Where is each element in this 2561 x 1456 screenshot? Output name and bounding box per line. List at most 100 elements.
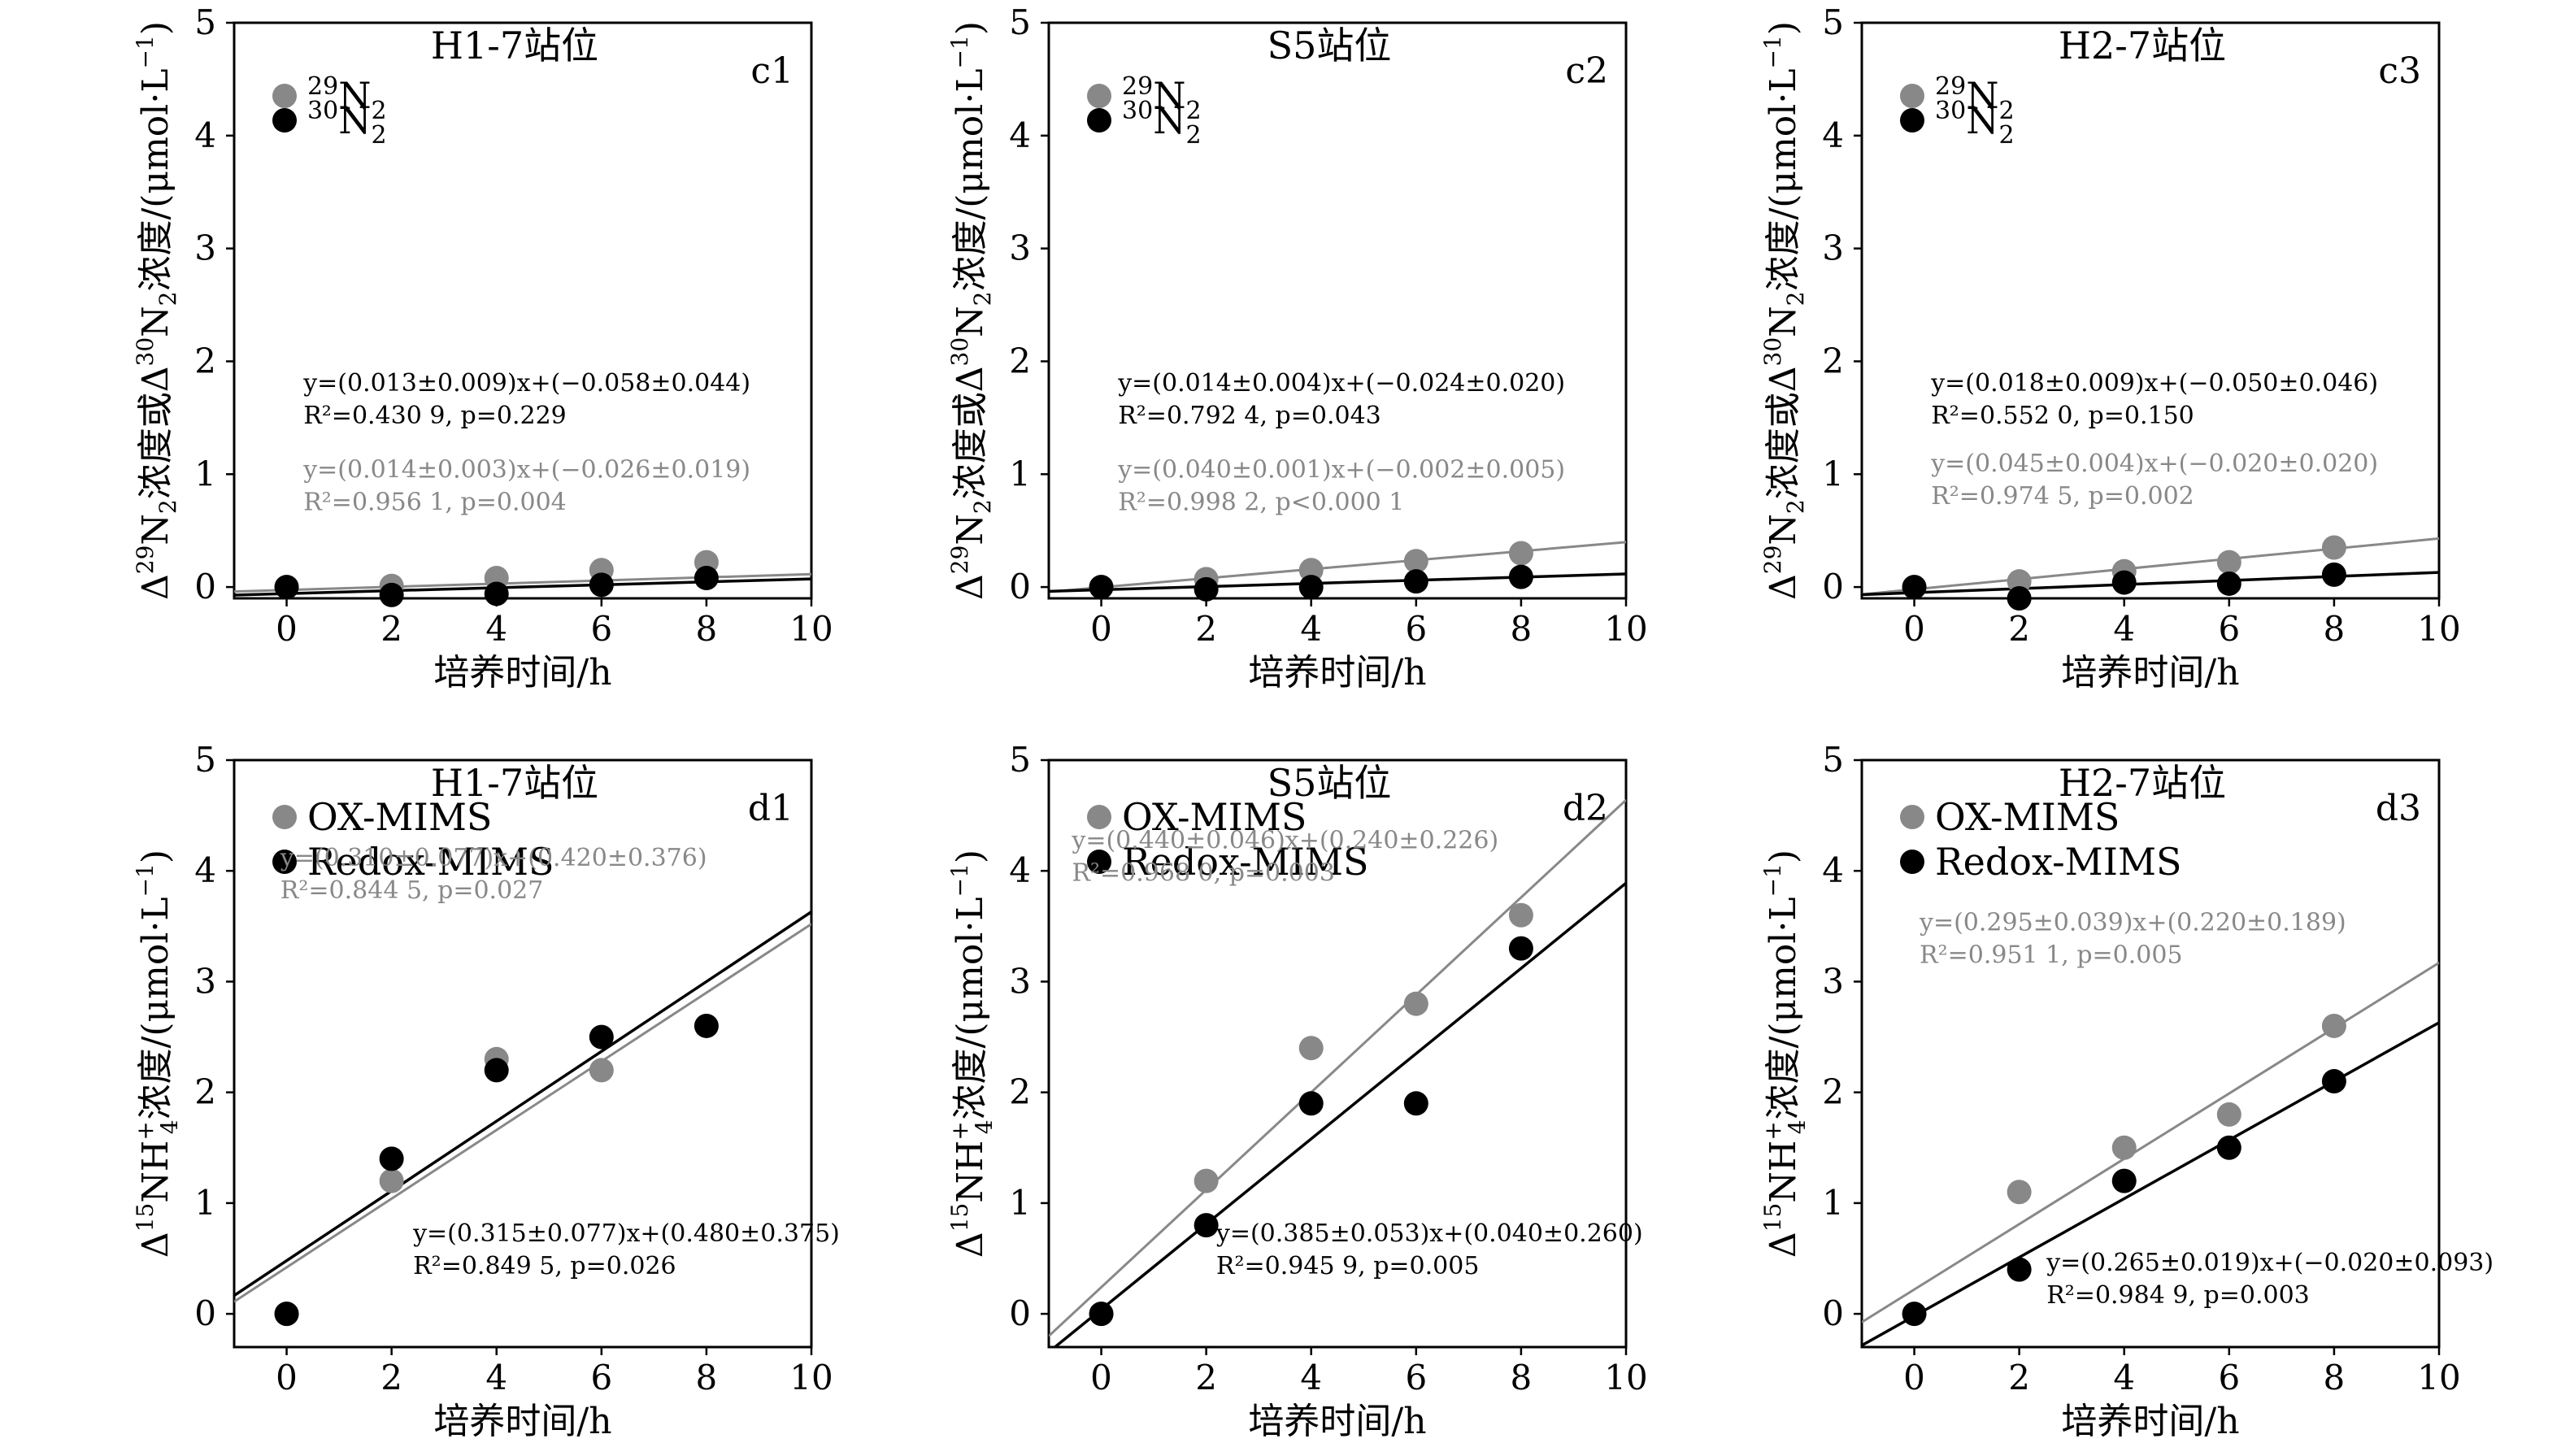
data-point [1194, 576, 1219, 602]
y-tick-label: 2 [1009, 1072, 1031, 1112]
plot-frame [1860, 758, 2441, 1349]
x-tick-label: 8 [696, 1358, 718, 1397]
x-tick-label: 2 [1195, 609, 1217, 649]
data-point [1902, 575, 1927, 600]
fit-line [234, 572, 811, 593]
data-point [2111, 1168, 2137, 1193]
panel-title: S5站位 [1267, 24, 1392, 67]
regression-equation: y=(0.295±0.039)x+(0.220±0.189) [1919, 908, 2346, 937]
panel-label: d1 [748, 788, 794, 829]
y-tick-label: 4 [1822, 850, 1844, 890]
legend-marker [1900, 108, 1924, 133]
y-tick-label: 2 [1009, 341, 1031, 380]
y-tick-label: 1 [1009, 454, 1031, 493]
y-axis-label: Δ15NH+4浓度/(μmol·L−1) [946, 850, 998, 1258]
fit-line [1862, 571, 2439, 597]
x-tick-label: 6 [590, 609, 612, 649]
regression-equation: y=(0.014±0.004)x+(−0.024±0.020) [1117, 369, 1565, 398]
legend-label: 29N2 [1122, 72, 1202, 125]
y-axis-label: Δ29N2浓度或Δ30N2浓度/(μmol·L−1) [1759, 21, 1809, 600]
x-tick-label: 6 [2218, 609, 2240, 649]
y-tick-label: 4 [1009, 115, 1031, 155]
legend-label: 30N2 [307, 97, 387, 150]
data-point [1902, 1302, 1927, 1327]
x-tick-label: 4 [485, 609, 507, 649]
y-tick-label: 3 [194, 961, 216, 1001]
data-point [2007, 586, 2032, 611]
regression-stats: R²=0.792 4, p=0.043 [1118, 402, 1381, 430]
x-tick-label: 10 [2417, 609, 2460, 649]
data-point [379, 582, 404, 607]
y-axis-label: Δ15NH+4浓度/(μmol·L−1) [1759, 850, 1811, 1258]
y-axis-label: Δ15NH+4浓度/(μmol·L−1) [132, 850, 183, 1258]
data-point [2111, 570, 2137, 595]
regression-equation: y=(0.040±0.001)x+(−0.002±0.005) [1117, 455, 1565, 484]
y-tick-label: 0 [1822, 1293, 1844, 1333]
fit-line [1862, 537, 2439, 596]
data-point [1194, 1213, 1219, 1238]
x-tick-label: 2 [2008, 609, 2030, 649]
panel-label: c3 [2378, 50, 2421, 92]
x-tick-label: 0 [276, 1358, 298, 1397]
data-point [379, 1146, 404, 1171]
x-tick-label: 4 [2113, 609, 2135, 649]
legend-marker [1900, 84, 1924, 108]
x-tick-label: 4 [1300, 609, 1322, 649]
data-point [2007, 1180, 2032, 1205]
data-point [1298, 1091, 1324, 1116]
x-axis-label: 培养时间/h [433, 652, 611, 693]
y-tick-label: 1 [1822, 454, 1844, 493]
panel-label: c2 [1565, 50, 1608, 92]
data-point [1089, 575, 1114, 600]
legend-marker [1087, 850, 1111, 874]
regression-stats: R²=0.984 9, p=0.003 [2046, 1281, 2310, 1310]
legend-label: OX-MIMS [1935, 795, 2120, 839]
fit-line [1049, 798, 1626, 1337]
data-point [694, 566, 719, 591]
x-tick-label: 6 [1405, 1358, 1427, 1397]
fit-line [1049, 572, 1626, 593]
data-point [2216, 550, 2241, 575]
regression-equation: y=(0.014±0.003)x+(−0.026±0.019) [302, 455, 750, 484]
y-tick-label: 1 [1009, 1183, 1031, 1223]
data-point [1298, 575, 1324, 600]
regression-equation: y=(0.315±0.077)x+(0.480±0.375) [412, 1219, 840, 1248]
data-point [274, 575, 299, 600]
x-tick-label: 0 [1903, 1358, 1925, 1397]
y-tick-label: 5 [1822, 740, 1844, 780]
regression-stats: R²=0.968 0, p=0.003 [1072, 858, 1335, 887]
fit-line [234, 911, 811, 1297]
x-tick-label: 10 [789, 609, 833, 649]
regression-equation: y=(0.385±0.053)x+(0.040±0.260) [1215, 1219, 1643, 1248]
panel-d1: 0 2 4 6 8 10 0 1 2 3 4 5 培养时间/h H1-7站位 d1 OX-MIMSRedox-… [132, 740, 840, 1442]
data-point [2321, 1013, 2346, 1038]
legend-label: 29N2 [1935, 72, 2015, 125]
legend-label: Redox-MIMS [1935, 840, 2182, 884]
data-point [1403, 991, 1428, 1016]
x-tick-label: 0 [1090, 609, 1112, 649]
y-tick-label: 3 [1822, 961, 1844, 1001]
panel-title: H2-7站位 [2059, 24, 2226, 67]
fit-line [1052, 881, 1626, 1347]
fit-line [234, 577, 811, 597]
y-tick-label: 1 [1822, 1183, 1844, 1223]
x-tick-label: 2 [1195, 1358, 1217, 1397]
legend-label: 29N2 [307, 72, 387, 125]
fit-line [234, 923, 811, 1303]
y-tick-label: 3 [1009, 961, 1031, 1001]
x-tick-label: 10 [789, 1358, 833, 1397]
y-tick-label: 5 [194, 2, 216, 42]
legend-label: Redox-MIMS [1122, 840, 1369, 884]
data-point [2321, 1069, 2346, 1094]
legend-marker [272, 108, 297, 133]
y-axis-label: Δ29N2浓度或Δ30N2浓度/(μmol·L−1) [132, 21, 181, 600]
data-point [1508, 936, 1533, 961]
data-point [484, 1058, 509, 1083]
data-point [1089, 1302, 1114, 1327]
data-point [2111, 1135, 2137, 1160]
y-tick-label: 4 [194, 115, 216, 155]
regression-stats: R²=0.974 5, p=0.002 [1931, 482, 2194, 511]
y-tick-label: 5 [1822, 2, 1844, 42]
panel-label: d3 [2376, 788, 2421, 829]
